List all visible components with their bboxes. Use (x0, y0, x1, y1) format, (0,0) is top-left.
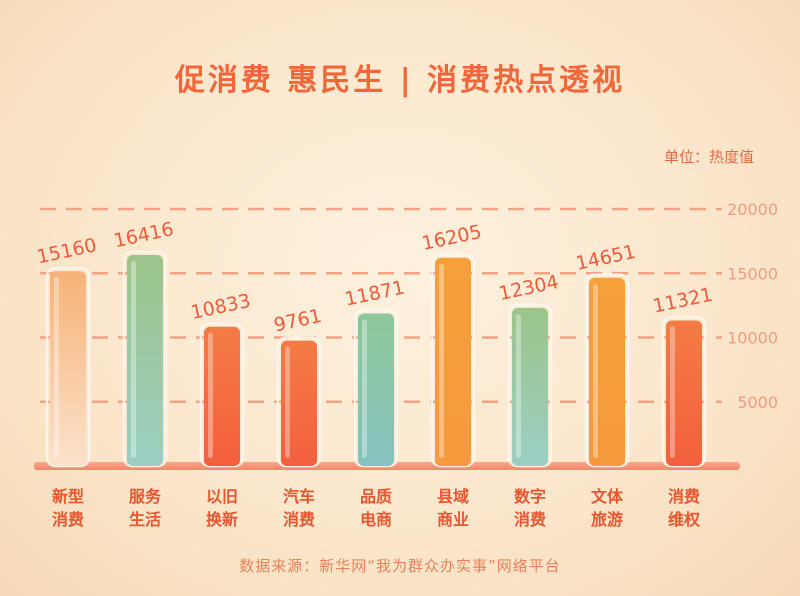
bars (45, 250, 707, 468)
value-label: 9761 (272, 305, 324, 337)
bar (127, 255, 163, 466)
unit-label: 单位：热度值 (663, 148, 754, 166)
bar (435, 257, 471, 466)
category-label: 消费 (514, 510, 546, 529)
category-label: 品质 (360, 487, 392, 506)
value-label: 14651 (574, 241, 638, 275)
value-label: 11321 (651, 284, 715, 318)
value-label: 12304 (497, 271, 561, 305)
y-tick-label: 5000 (737, 393, 778, 412)
category-label: 消费 (52, 510, 84, 529)
bar (204, 326, 240, 466)
category-label: 商业 (437, 510, 469, 529)
bar-highlight (285, 346, 290, 458)
category-label: 服务 (129, 487, 162, 506)
value-label: 16416 (112, 218, 176, 252)
category-label: 以旧 (206, 487, 238, 506)
y-tick-label: 20000 (727, 200, 778, 219)
category-label: 县域 (437, 487, 469, 506)
category-label: 维权 (668, 510, 701, 529)
source-label: 数据来源：新华网“我为群众办实事”网络平台 (239, 557, 561, 575)
bar (50, 271, 86, 466)
value-label: 15160 (35, 234, 99, 268)
bar-highlight (54, 277, 59, 458)
bar-highlight (208, 332, 213, 458)
y-tick-label: 15000 (727, 264, 778, 283)
bar-highlight (593, 283, 598, 458)
value-label: 10833 (189, 290, 253, 324)
value-label: 11871 (343, 277, 407, 311)
category-label: 数字 (514, 487, 546, 506)
bar (666, 320, 702, 466)
category-label: 文体 (591, 487, 624, 506)
bar-highlight (439, 263, 444, 458)
category-label: 消费 (283, 510, 315, 529)
bar-highlight (516, 313, 521, 458)
page-title: 促消费 惠民生 | 消费热点透视 (174, 63, 626, 98)
category-label: 换新 (206, 510, 238, 529)
category-label: 汽车 (283, 487, 315, 506)
category-label: 旅游 (591, 510, 623, 529)
bar-highlight (362, 319, 367, 458)
value-label: 16205 (420, 221, 484, 255)
bar (589, 277, 625, 466)
category-label: 电商 (360, 510, 392, 529)
bar-highlight (670, 326, 675, 458)
y-tick-label: 10000 (727, 329, 778, 348)
bar (281, 340, 317, 466)
category-label: 消费 (668, 487, 700, 506)
bar-highlight (131, 261, 136, 458)
category-label: 生活 (129, 510, 161, 529)
bar (358, 313, 394, 466)
category-label: 新型 (52, 487, 84, 506)
bar (512, 307, 548, 466)
